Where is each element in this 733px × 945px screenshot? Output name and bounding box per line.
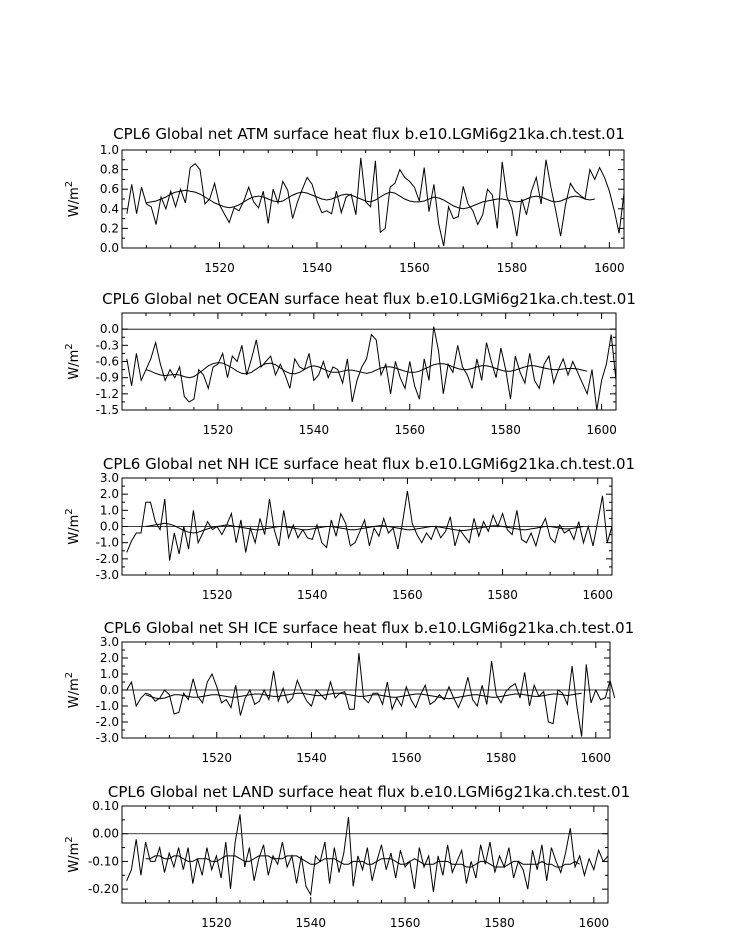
chart-title: CPL6 Global net LAND surface heat flux b…: [108, 783, 630, 801]
x-tick-label: 1540: [297, 588, 328, 602]
y-tick-label: -0.10: [88, 854, 119, 868]
y-tick-label: -0.3: [96, 338, 119, 352]
chart-panel-1: CPL6 Global net ATM surface heat flux b.…: [64, 125, 625, 275]
y-tick-label: 0.0: [100, 683, 119, 697]
y-tick-label: 3.0: [100, 471, 119, 485]
y-tick-label: 2.0: [100, 487, 119, 501]
y-axis-label-text: W/m: [67, 187, 82, 217]
y-tick-label: -0.6: [96, 355, 119, 369]
series-annual-line: [126, 490, 613, 561]
series-smoothed-line: [146, 189, 595, 210]
y-axis-label: W/m2: [64, 672, 82, 708]
x-tick-label: 1520: [203, 423, 234, 437]
x-tick-label: 1540: [296, 751, 327, 765]
y-tick-label: 3.0: [100, 635, 119, 649]
x-tick-label: 1600: [579, 916, 610, 930]
y-tick-label: -0.20: [88, 882, 119, 896]
x-tick-label: 1520: [201, 751, 232, 765]
chart-title: CPL6 Global net OCEAN surface heat flux …: [102, 290, 636, 308]
x-tick-label: 1520: [202, 588, 233, 602]
series-annual-line: [126, 157, 625, 247]
y-tick-label: 1.0: [100, 503, 119, 517]
y-tick-label: 1.0: [100, 143, 119, 157]
y-axis-label: W/m2: [64, 343, 82, 379]
y-axis-label-text: W/m: [67, 678, 82, 708]
y-tick-label: 0.2: [100, 221, 119, 235]
y-axis-label-superscript: 2: [64, 181, 75, 187]
series-smoothed-line: [145, 522, 584, 534]
y-tick-label: -2.0: [96, 552, 119, 566]
y-tick-label: -0.9: [96, 371, 119, 385]
chart-panel-4: CPL6 Global net SH ICE surface heat flux…: [64, 619, 634, 765]
x-tick-label: 1520: [201, 916, 232, 930]
y-tick-label: -1.5: [96, 403, 119, 417]
chart-title: CPL6 Global net SH ICE surface heat flux…: [104, 619, 634, 637]
y-axis-label: W/m2: [64, 836, 82, 872]
y-tick-label: -2.0: [96, 715, 119, 729]
x-tick-label: 1580: [497, 261, 528, 275]
y-tick-label: -1.0: [96, 699, 119, 713]
x-tick-label: 1560: [391, 751, 422, 765]
x-tick-label: 1600: [586, 423, 617, 437]
x-tick-label: 1560: [392, 588, 423, 602]
y-tick-label: -1.2: [96, 387, 119, 401]
y-tick-label: 0.0: [100, 241, 119, 255]
x-tick-label: 1540: [302, 261, 333, 275]
y-tick-label: -1.0: [96, 536, 119, 550]
chart-title: CPL6 Global net ATM surface heat flux b.…: [113, 125, 625, 143]
plot-frame: [121, 312, 617, 411]
y-tick-label: -3.0: [96, 731, 119, 745]
y-axis-label-text: W/m: [67, 843, 82, 873]
series-smoothed-line: [145, 362, 588, 379]
y-tick-label: -3.0: [96, 568, 119, 582]
y-tick-label: 0.0: [100, 520, 119, 534]
x-tick-label: 1560: [394, 423, 425, 437]
x-tick-label: 1600: [581, 751, 612, 765]
y-axis-label-superscript: 2: [64, 836, 75, 842]
y-tick-label: 0.4: [100, 202, 119, 216]
y-axis-label-superscript: 2: [64, 672, 75, 678]
y-tick-label: 0.00: [92, 827, 119, 841]
x-tick-label: 1520: [204, 261, 235, 275]
y-axis-label: W/m2: [64, 181, 82, 217]
chart-title: CPL6 Global net NH ICE surface heat flux…: [103, 455, 635, 473]
chart-panel-2: CPL6 Global net OCEAN surface heat flux …: [64, 290, 636, 437]
x-tick-label: 1580: [486, 751, 517, 765]
series-smoothed-line: [145, 692, 582, 700]
y-tick-label: 0.6: [100, 182, 119, 196]
x-tick-label: 1600: [594, 261, 625, 275]
series-annual-line: [126, 653, 616, 737]
series-smoothed-line: [145, 855, 580, 868]
chart-panel-5: CPL6 Global net LAND surface heat flux b…: [64, 783, 630, 930]
y-axis-label-superscript: 2: [64, 508, 75, 514]
x-tick-label: 1580: [484, 916, 515, 930]
y-tick-label: 0.8: [100, 163, 119, 177]
chart-panel-3: CPL6 Global net NH ICE surface heat flux…: [64, 455, 635, 602]
y-axis-label: W/m2: [64, 508, 82, 544]
plot-frame: [121, 805, 609, 904]
x-tick-label: 1560: [399, 261, 430, 275]
x-tick-label: 1580: [490, 423, 521, 437]
y-axis-label-superscript: 2: [64, 343, 75, 349]
y-tick-label: 1.0: [100, 667, 119, 681]
y-tick-label: 0.0: [100, 322, 119, 336]
x-tick-label: 1580: [487, 588, 518, 602]
y-axis-label-text: W/m: [67, 350, 82, 380]
series-annual-line: [126, 326, 617, 411]
y-axis-label-text: W/m: [67, 515, 82, 545]
x-tick-label: 1540: [299, 423, 330, 437]
x-tick-label: 1560: [390, 916, 421, 930]
series-annual-line: [126, 814, 609, 897]
y-tick-label: 0.10: [92, 799, 119, 813]
x-tick-label: 1540: [295, 916, 326, 930]
y-tick-label: 2.0: [100, 651, 119, 665]
plot-frame: [121, 149, 625, 249]
x-tick-label: 1600: [582, 588, 613, 602]
